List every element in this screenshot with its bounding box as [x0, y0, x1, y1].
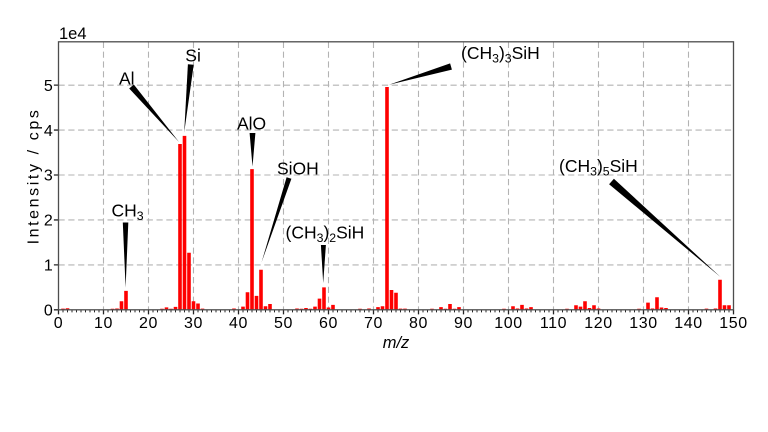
svg-text:SiOH: SiOH [277, 159, 319, 179]
svg-text:(CH3​)5​SiH: (CH3​)5​SiH [559, 156, 638, 179]
svg-text:4: 4 [44, 123, 53, 140]
svg-text:CH3​: CH3​ [112, 201, 144, 224]
svg-text:30: 30 [184, 315, 203, 332]
svg-text:120: 120 [584, 315, 613, 332]
svg-text:60: 60 [319, 315, 338, 332]
svg-text:20: 20 [139, 315, 158, 332]
svg-text:100: 100 [494, 315, 523, 332]
svg-text:40: 40 [229, 315, 248, 332]
svg-text:70: 70 [364, 315, 383, 332]
svg-text:Intensity / cps: Intensity / cps [26, 108, 43, 245]
svg-text:(CH3​)2​SiH: (CH3​)2​SiH [286, 223, 365, 246]
svg-text:0: 0 [54, 315, 64, 332]
svg-text:130: 130 [629, 315, 658, 332]
svg-text:10: 10 [94, 315, 113, 332]
svg-text:AlO: AlO [237, 114, 266, 134]
svg-text:Si: Si [185, 46, 201, 66]
svg-text:2: 2 [44, 213, 53, 230]
svg-text:140: 140 [674, 315, 703, 332]
svg-text:1: 1 [44, 258, 53, 275]
svg-text:(CH3​)3​SiH: (CH3​)3​SiH [461, 43, 540, 66]
svg-text:50: 50 [274, 315, 293, 332]
svg-text:1e4: 1e4 [59, 25, 87, 43]
svg-text:5: 5 [44, 78, 53, 95]
svg-text:Al: Al [119, 69, 135, 89]
svg-text:80: 80 [409, 315, 428, 332]
svg-text:150: 150 [719, 315, 748, 332]
svg-text:110: 110 [540, 315, 567, 332]
svg-text:3: 3 [44, 168, 53, 185]
svg-text:m/z: m/z [383, 334, 410, 352]
svg-text:0: 0 [44, 303, 53, 320]
svg-text:90: 90 [454, 315, 473, 332]
